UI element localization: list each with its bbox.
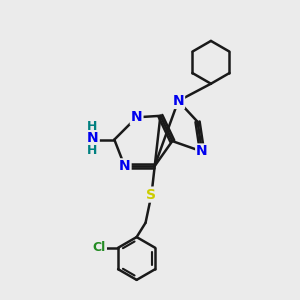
Text: N: N	[119, 159, 130, 173]
Text: N: N	[172, 94, 184, 108]
Text: N: N	[87, 131, 99, 145]
Text: H: H	[87, 143, 97, 157]
Text: H: H	[87, 120, 97, 133]
Text: N: N	[196, 145, 208, 158]
Text: N: N	[131, 110, 142, 124]
Text: Cl: Cl	[93, 241, 106, 254]
Text: S: S	[146, 188, 157, 202]
